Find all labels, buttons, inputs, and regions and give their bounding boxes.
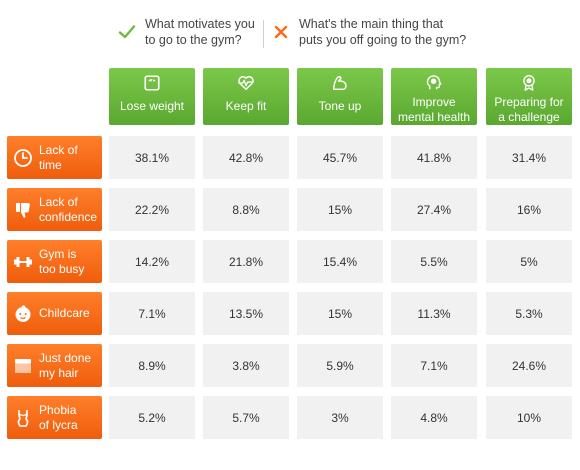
table-cell: 15% bbox=[297, 188, 383, 231]
table-cell: 3.8% bbox=[203, 344, 289, 387]
table-cell: 16% bbox=[486, 188, 572, 231]
column-header-label: Improve mental health bbox=[397, 95, 471, 124]
row-header-label: Lack of time bbox=[39, 142, 78, 172]
table-cell: 5.2% bbox=[109, 396, 195, 439]
dumbbell-icon bbox=[14, 256, 32, 267]
legend-divider bbox=[263, 20, 264, 48]
table-cell: 41.8% bbox=[391, 136, 477, 179]
table-cell: 8.9% bbox=[109, 344, 195, 387]
table-cell: 10% bbox=[486, 396, 572, 439]
column-header-label: Keep fit bbox=[225, 99, 267, 113]
column-header-label: Lose weight bbox=[119, 99, 185, 113]
table-cell: 42.8% bbox=[203, 136, 289, 179]
swimsuit-icon bbox=[17, 409, 29, 427]
legend-motivates-text: What motivates you to go to the gym? bbox=[145, 17, 255, 47]
table-cell: 14.2% bbox=[109, 240, 195, 283]
row-header-label: Childcare bbox=[39, 306, 90, 320]
table-cell: 45.7% bbox=[297, 136, 383, 179]
table-cell: 5.9% bbox=[297, 344, 383, 387]
column-header-label: Preparing for a challenge bbox=[494, 95, 564, 124]
table-cell: 24.6% bbox=[486, 344, 572, 387]
table-cell: 7.1% bbox=[109, 292, 195, 335]
row-header-label: Just done my hair bbox=[39, 350, 92, 380]
table-cell: 15.4% bbox=[297, 240, 383, 283]
table-cell: 8.8% bbox=[203, 188, 289, 231]
scale-icon bbox=[144, 75, 160, 91]
table-cell: 13.5% bbox=[203, 292, 289, 335]
row-header-lack-of-confidence: Lack of confidence bbox=[7, 188, 102, 231]
cross-icon bbox=[274, 25, 288, 39]
row-header-label: Gym is too busy bbox=[39, 246, 85, 276]
clock-icon bbox=[14, 148, 32, 167]
legend-motivates: What motivates you to go to the gym? bbox=[118, 16, 255, 48]
table-cell: 5% bbox=[486, 240, 572, 283]
table-cell: 3% bbox=[297, 396, 383, 439]
legend: What motivates you to go to the gym? Wha… bbox=[118, 16, 538, 56]
table-cell: 11.3% bbox=[391, 292, 477, 335]
row-header-label: Lack of confidence bbox=[39, 194, 98, 224]
baby-icon bbox=[15, 304, 31, 322]
table-cell: 31.4% bbox=[486, 136, 572, 179]
table-cell: 5.7% bbox=[203, 396, 289, 439]
row-header-childcare: Childcare bbox=[7, 292, 102, 335]
table-cell: 15% bbox=[297, 292, 383, 335]
column-header-tone-up: Tone up bbox=[297, 68, 383, 125]
comb-icon bbox=[15, 358, 31, 373]
column-header-label: Tone up bbox=[318, 99, 362, 113]
row-header-lack-of-time: Lack of time bbox=[7, 136, 102, 179]
column-header-improve-mental-health: Improve mental health bbox=[391, 68, 477, 125]
table-cell: 4.8% bbox=[391, 396, 477, 439]
table-cell: 38.1% bbox=[109, 136, 195, 179]
row-header-phobia-of-lycra: Phobia of lycra bbox=[7, 396, 102, 439]
medal-icon bbox=[523, 75, 535, 91]
checkmark-icon bbox=[118, 25, 136, 39]
table-cell: 21.8% bbox=[203, 240, 289, 283]
table-cell: 27.4% bbox=[391, 188, 477, 231]
legend-puts-off: What's the main thing that puts you off … bbox=[272, 16, 466, 48]
row-header-label: Phobia of lycra bbox=[39, 402, 78, 432]
legend-puts-off-text: What's the main thing that puts you off … bbox=[299, 17, 467, 47]
flexed-arm-icon bbox=[332, 76, 347, 91]
column-header-lose-weight: Lose weight bbox=[109, 68, 195, 125]
table-cell: 5.3% bbox=[486, 292, 572, 335]
table-cell: 5.5% bbox=[391, 240, 477, 283]
table-cell: 22.2% bbox=[109, 188, 195, 231]
heartbeat-icon bbox=[238, 76, 254, 91]
column-header-preparing-for-a-challenge: Preparing for a challenge bbox=[486, 68, 572, 125]
table-cell: 7.1% bbox=[391, 344, 477, 387]
column-header-keep-fit: Keep fit bbox=[203, 68, 289, 125]
thumbs-down-icon bbox=[16, 202, 30, 218]
row-header-gym-is-too-busy: Gym is too busy bbox=[7, 240, 102, 283]
row-header-just-done-my-hair: Just done my hair bbox=[7, 344, 102, 387]
brain-head-icon bbox=[426, 75, 442, 90]
